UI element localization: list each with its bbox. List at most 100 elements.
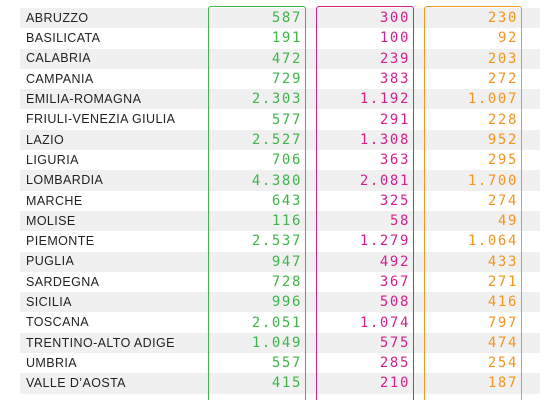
female-value: 295 xyxy=(487,152,518,169)
female-value: 1.064 xyxy=(467,233,518,250)
table-row: BASILICATA 191 100 92 xyxy=(20,28,528,48)
male-value: 2.081 xyxy=(359,172,410,189)
female-value: 433 xyxy=(487,253,518,270)
row-band xyxy=(20,129,540,151)
table-row: CALABRIA 472 239 203 xyxy=(20,49,528,69)
male-value: 1.279 xyxy=(359,233,410,250)
row-band xyxy=(20,332,540,354)
region-name: MARCHE xyxy=(26,193,83,208)
total-value: 947 xyxy=(271,253,302,270)
row-band xyxy=(20,373,540,394)
male-value: 285 xyxy=(379,355,410,372)
region-name: TOSCANA xyxy=(26,315,89,330)
row-band xyxy=(20,251,540,272)
row-band xyxy=(20,48,540,69)
total-value: 729 xyxy=(271,71,302,88)
male-value: 508 xyxy=(379,294,410,311)
male-value: 291 xyxy=(379,111,410,128)
male-column-frame xyxy=(316,6,414,400)
male-value: 100 xyxy=(379,30,410,47)
total-value: 706 xyxy=(271,152,302,169)
region-name: PUGLIA xyxy=(26,254,75,269)
total-value: 2.051 xyxy=(251,314,302,331)
table-row: ABRUZZO 587 300 230 xyxy=(20,8,528,28)
region-name: ABRUZZO xyxy=(26,10,89,25)
row-band xyxy=(20,89,540,110)
table-row: LAZIO 2.527 1.308 952 xyxy=(20,130,528,150)
total-value: 577 xyxy=(271,111,302,128)
total-value: 2.537 xyxy=(251,233,302,250)
row-band xyxy=(20,292,540,313)
table-row: SARDEGNA 728 367 271 xyxy=(20,272,528,292)
female-value: 1.700 xyxy=(467,172,518,189)
total-value: 587 xyxy=(271,10,302,27)
region-name: PIEMONTE xyxy=(26,234,95,249)
total-value: 415 xyxy=(271,375,302,392)
female-value: 797 xyxy=(487,314,518,331)
total-value: 191 xyxy=(271,30,302,47)
table-row: FRIULI-VENEZIA GIULIA 577 291 228 xyxy=(20,109,528,129)
male-value: 1.192 xyxy=(359,91,410,108)
table-row: VALLE D’AOSTA 415 210 187 xyxy=(20,373,528,393)
region-name: MOLISE xyxy=(26,213,76,228)
row-band xyxy=(20,211,540,232)
table-row: LIGURIA 706 363 295 xyxy=(20,150,528,170)
female-value: 230 xyxy=(487,10,518,27)
table-row: SICILIA 996 508 416 xyxy=(20,292,528,312)
row-band xyxy=(20,8,540,29)
female-value: 952 xyxy=(487,131,518,148)
total-value: 643 xyxy=(271,192,302,209)
table-row: LOMBARDIA 4.380 2.081 1.700 xyxy=(20,170,528,190)
total-value: 2.527 xyxy=(251,131,302,148)
total-column-frame xyxy=(208,6,306,400)
male-value: 239 xyxy=(379,50,410,67)
region-name: BASILICATA xyxy=(26,31,101,46)
table-row: UMBRIA 557 285 254 xyxy=(20,353,528,373)
female-value: 203 xyxy=(487,50,518,67)
female-value: 274 xyxy=(487,192,518,209)
female-value: 474 xyxy=(487,334,518,351)
region-name: SARDEGNA xyxy=(26,274,100,289)
total-value: 728 xyxy=(271,274,302,290)
male-value: 363 xyxy=(379,152,410,169)
table-row: CAMPANIA 729 383 272 xyxy=(20,69,528,89)
female-value: 92 xyxy=(497,30,518,47)
total-value: 996 xyxy=(271,294,302,311)
female-column-frame xyxy=(424,6,522,400)
female-value: 254 xyxy=(487,355,518,372)
region-data-table: ABRUZZO 587 300 230 BASILICATA 191 100 92 CALABR… xyxy=(20,8,528,394)
table-row: PUGLIA 947 492 433 xyxy=(20,252,528,272)
table-row: TOSCANA 2.051 1.074 797 xyxy=(20,312,528,332)
row-band xyxy=(20,170,540,191)
female-value: 272 xyxy=(487,71,518,88)
region-name: EMILIA-ROMAGNA xyxy=(26,92,142,107)
female-value: 416 xyxy=(487,294,518,311)
region-name: VALLE D’AOSTA xyxy=(26,376,126,391)
male-value: 383 xyxy=(379,71,410,88)
table-row: TRENTINO-ALTO ADIGE 1.049 575 474 xyxy=(20,333,528,353)
total-value: 116 xyxy=(271,213,302,230)
male-value: 300 xyxy=(379,10,410,27)
table-row: PIEMONTE 2.537 1.279 1.064 xyxy=(20,231,528,251)
male-value: 1.074 xyxy=(359,314,410,331)
female-value: 1.007 xyxy=(467,91,518,108)
female-value: 187 xyxy=(487,375,518,392)
female-value: 49 xyxy=(497,213,518,230)
table-row: MARCHE 643 325 274 xyxy=(20,191,528,211)
male-value: 58 xyxy=(389,213,410,230)
male-value: 367 xyxy=(379,274,410,290)
table-row: EMILIA-ROMAGNA 2.303 1.192 1.007 xyxy=(20,89,528,109)
total-value: 1.049 xyxy=(251,334,302,351)
male-value: 210 xyxy=(379,375,410,392)
region-name: LAZIO xyxy=(26,132,65,147)
male-value: 1.308 xyxy=(359,131,410,148)
male-value: 492 xyxy=(379,253,410,270)
region-name: SICILIA xyxy=(26,295,72,310)
total-value: 4.380 xyxy=(251,172,302,189)
region-name: CAMPANIA xyxy=(26,71,94,86)
table-row: MOLISE 116 58 49 xyxy=(20,211,528,231)
female-value: 228 xyxy=(487,111,518,128)
region-name: TRENTINO-ALTO ADIGE xyxy=(26,335,175,350)
region-name: CALABRIA xyxy=(26,51,92,66)
